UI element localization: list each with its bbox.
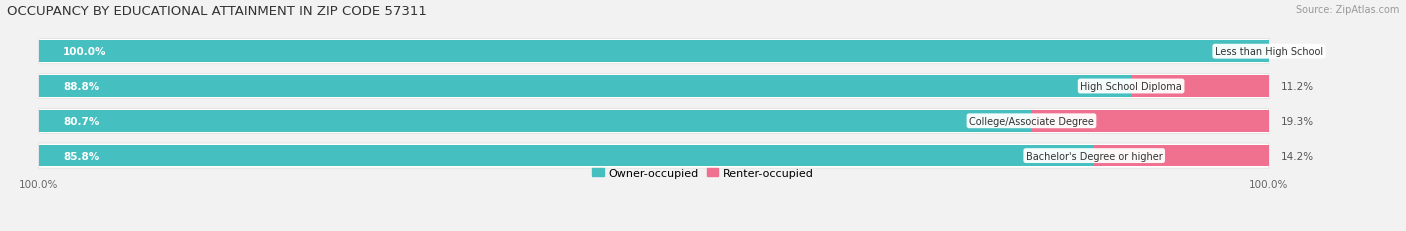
Text: High School Diploma: High School Diploma bbox=[1080, 82, 1182, 92]
Text: 14.2%: 14.2% bbox=[1281, 151, 1315, 161]
Bar bbox=[1032, 111, 1268, 132]
FancyBboxPatch shape bbox=[39, 40, 1268, 64]
Text: College/Associate Degree: College/Associate Degree bbox=[969, 116, 1094, 126]
Text: Source: ZipAtlas.com: Source: ZipAtlas.com bbox=[1295, 5, 1399, 15]
Bar bbox=[39, 76, 1130, 97]
Text: 100.0%: 100.0% bbox=[18, 179, 59, 189]
Text: 11.2%: 11.2% bbox=[1281, 82, 1315, 92]
Text: 80.7%: 80.7% bbox=[63, 116, 100, 126]
Text: 19.3%: 19.3% bbox=[1281, 116, 1315, 126]
FancyBboxPatch shape bbox=[39, 74, 1268, 99]
Text: 0.0%: 0.0% bbox=[1281, 47, 1308, 57]
Text: 100.0%: 100.0% bbox=[63, 47, 107, 57]
Text: 85.8%: 85.8% bbox=[63, 151, 100, 161]
Text: Bachelor's Degree or higher: Bachelor's Degree or higher bbox=[1026, 151, 1163, 161]
Text: 100.0%: 100.0% bbox=[1249, 179, 1289, 189]
Bar bbox=[39, 41, 1268, 63]
Bar bbox=[1094, 145, 1268, 167]
Text: OCCUPANCY BY EDUCATIONAL ATTAINMENT IN ZIP CODE 57311: OCCUPANCY BY EDUCATIONAL ATTAINMENT IN Z… bbox=[7, 5, 427, 18]
FancyBboxPatch shape bbox=[39, 143, 1268, 168]
Bar bbox=[39, 111, 1032, 132]
Bar bbox=[39, 145, 1094, 167]
Bar bbox=[1130, 76, 1268, 97]
FancyBboxPatch shape bbox=[39, 109, 1268, 134]
Legend: Owner-occupied, Renter-occupied: Owner-occupied, Renter-occupied bbox=[588, 163, 818, 182]
Text: 88.8%: 88.8% bbox=[63, 82, 100, 92]
Text: Less than High School: Less than High School bbox=[1215, 47, 1323, 57]
